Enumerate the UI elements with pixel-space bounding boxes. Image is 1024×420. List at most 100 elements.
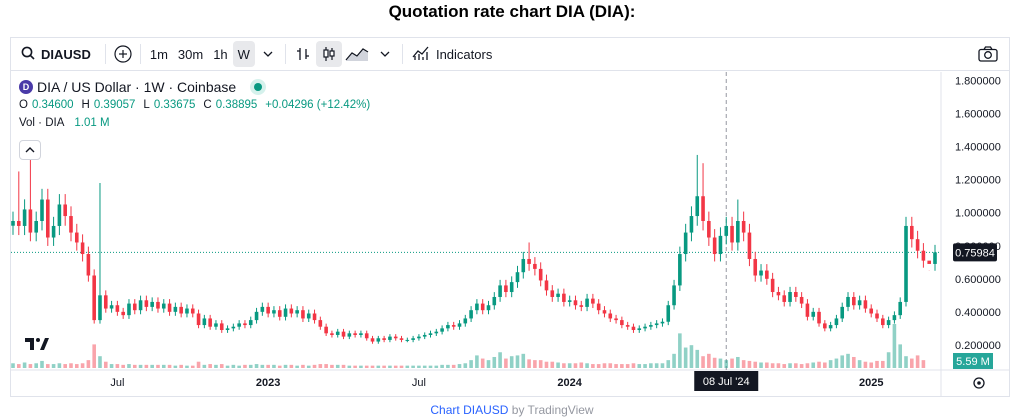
candle-body (527, 258, 531, 264)
candle-body (22, 209, 27, 226)
volume-bar (324, 364, 328, 368)
candle-body (515, 272, 520, 283)
interval-w[interactable]: W (232, 41, 255, 67)
candle-body (625, 325, 630, 327)
volume-bar (620, 364, 624, 368)
volume-bar (794, 363, 798, 368)
chart-area[interactable]: 0.2000000.4000000.6000000.8000001.000000… (11, 72, 1024, 397)
camera-icon[interactable] (975, 41, 1001, 67)
volume-legend: Vol · DIA 1.01 M (19, 114, 370, 132)
volume-bar (173, 365, 178, 368)
x-tick-label: 2024 (557, 377, 582, 389)
volume-bar (805, 363, 810, 368)
volume-bar (724, 360, 729, 368)
candle-body (156, 301, 160, 309)
indicators-button[interactable]: Indicators (407, 41, 497, 67)
volume-bar (718, 358, 723, 368)
volume-bar (254, 364, 259, 368)
candle-body (306, 313, 311, 319)
volume-bar (770, 363, 775, 368)
candle-body (486, 305, 491, 311)
interval-1h[interactable]: 1h (213, 46, 228, 62)
candle-body (550, 290, 555, 297)
area-style-icon[interactable] (342, 41, 372, 67)
volume-bar (260, 364, 265, 368)
symbol-search[interactable]: DIAUSD (11, 38, 101, 70)
candle-body (237, 323, 241, 327)
candle-body (17, 221, 21, 226)
volume-bar (92, 344, 96, 368)
collapse-legend-button[interactable] (19, 140, 41, 160)
volume-bar (364, 365, 369, 368)
volume-label: Vol · DIA (19, 117, 65, 129)
volume-bar (712, 357, 717, 368)
volume-bar (34, 363, 38, 368)
volume-bar (904, 356, 908, 368)
indicators-label: Indicators (435, 46, 493, 62)
candle-body (393, 336, 398, 339)
volume-bar (335, 364, 340, 368)
volume-bar (643, 364, 647, 368)
high-label: H (81, 99, 90, 111)
volume-bar (567, 363, 572, 368)
indicators-icon (412, 45, 430, 64)
volume-bar (185, 365, 189, 368)
volume-bar (527, 359, 531, 368)
volume-bar (921, 360, 926, 368)
market-status-icon[interactable] (250, 79, 267, 95)
candle-body (562, 293, 566, 302)
add-symbol-icon[interactable] (110, 41, 136, 67)
bar-style-icon[interactable] (290, 41, 316, 67)
candle-body (359, 333, 363, 335)
candle-body (283, 308, 288, 317)
candle-body (451, 325, 456, 327)
candle-body (463, 318, 468, 324)
volume-bar (556, 362, 560, 368)
candle-body (683, 232, 688, 255)
volume-bar (411, 365, 415, 368)
volume-bar (243, 364, 247, 368)
volume-bar (376, 365, 381, 368)
volume-bar (370, 365, 375, 368)
volume-bar (161, 364, 166, 368)
candle-body (196, 313, 201, 326)
candle-body (312, 313, 317, 321)
candle-style-icon[interactable] (315, 41, 342, 67)
candle-body (45, 199, 50, 238)
candle-body (475, 303, 479, 311)
volume-bar (51, 364, 56, 368)
chevron-down-icon[interactable] (255, 41, 281, 67)
x-tick-label: Jul (412, 377, 426, 389)
volume-bar (225, 365, 230, 368)
volume-bar (272, 364, 276, 368)
volume-bar (614, 364, 618, 368)
price-chart[interactable]: 0.2000000.4000000.6000000.8000001.000000… (11, 72, 1024, 397)
candle-body (440, 328, 444, 332)
y-tick-label: 1.800000 (955, 76, 1001, 88)
candle-body (765, 270, 769, 279)
candle-body (805, 303, 810, 317)
candle-body (875, 313, 879, 319)
volume-bar (277, 365, 282, 368)
tradingview-logo[interactable] (19, 330, 55, 356)
symbol-label: DIAUSD (41, 46, 91, 62)
candle-body (544, 280, 549, 291)
volume-bar (666, 360, 671, 368)
interval-1m[interactable]: 1m (149, 46, 168, 62)
y-tick-label: 1.600000 (955, 109, 1001, 121)
volume-bar (237, 365, 241, 368)
volume-bar (40, 360, 44, 368)
candle-body (881, 318, 885, 326)
chart-type-chevron-icon[interactable] (372, 41, 398, 67)
volume-bar (190, 365, 195, 368)
volume-bar (289, 364, 294, 368)
volume-bar (625, 364, 630, 368)
interval-30m[interactable]: 30m (177, 46, 204, 62)
candle-body (741, 221, 746, 233)
volume-bar (591, 364, 595, 368)
dia-coin-icon: D (19, 80, 33, 94)
candle-body (399, 338, 404, 340)
close-label: C (203, 99, 212, 111)
chart-link[interactable]: Chart DIAUSD (430, 403, 509, 417)
candle-body (811, 311, 816, 317)
